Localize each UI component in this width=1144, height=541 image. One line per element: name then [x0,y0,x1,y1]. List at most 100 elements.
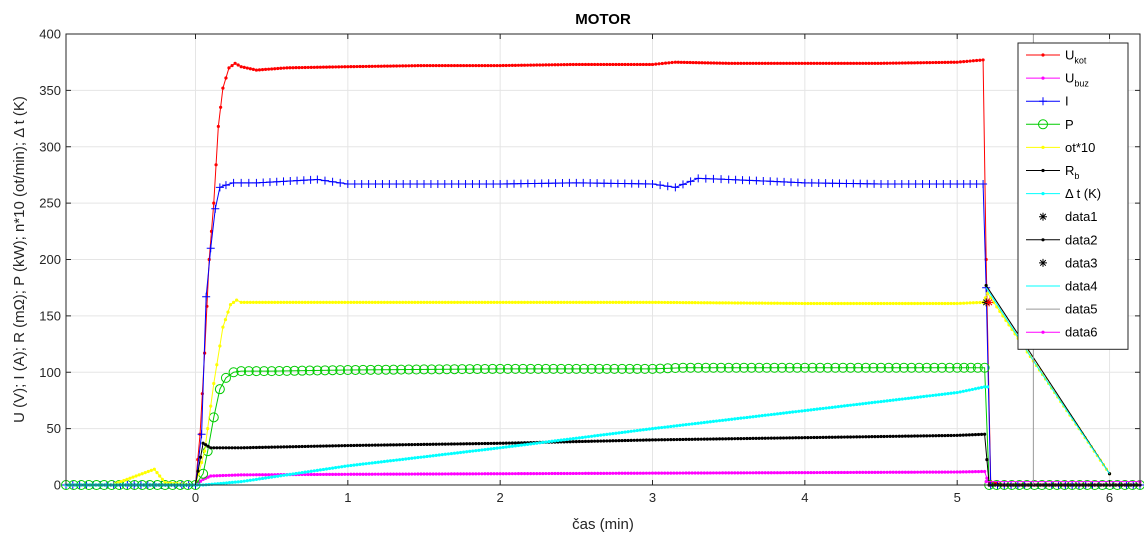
data-point [1041,192,1045,196]
data-point [952,391,956,395]
data-point [882,434,886,439]
data-point [309,472,313,477]
data-point [496,179,505,188]
data-point [827,301,831,306]
data-point [657,426,661,430]
data-point [694,174,703,183]
data-point [352,65,356,69]
data-point [361,443,365,447]
data-point [599,439,603,443]
data-point [962,301,966,305]
data-point [394,458,399,462]
data-point [440,472,444,476]
data-point [525,472,530,476]
data-point [681,423,685,427]
data-point [721,61,725,65]
data-point [437,300,441,304]
data-point [794,61,798,65]
data-point [501,300,505,304]
data-point [684,437,688,442]
series-data4 [985,287,1110,475]
data-point [583,62,588,67]
data-point [245,479,249,483]
data-point [376,300,380,304]
data-point [251,366,262,377]
data-point [979,362,990,373]
data-point [315,444,319,448]
data-point [644,438,649,442]
data-point [678,180,687,189]
data-point [702,301,706,305]
data-point [228,367,239,378]
data-point [885,399,889,403]
data-point [330,65,335,69]
data-point [318,65,323,69]
data-point [282,445,286,449]
data-point [684,300,688,305]
data-point [842,470,847,475]
data-point [778,301,783,305]
data-point [912,395,917,400]
data-point [589,439,594,443]
data-point [263,445,268,449]
data-point [443,472,447,476]
data-point [529,472,533,476]
data-point [327,365,338,376]
legend-item: Ubuz [1026,71,1089,89]
data-point [346,443,350,448]
data-point [757,414,761,418]
data-point [946,60,950,64]
data-point [270,445,274,449]
data-point [382,472,386,476]
data-point [413,472,417,476]
data-point [989,296,993,300]
data-point [876,61,880,65]
data-point [446,442,450,446]
data-point [589,434,594,438]
data-point [227,446,231,450]
data-point [379,460,383,464]
data-point [495,363,506,374]
data-point [431,63,435,68]
data-point [541,63,545,67]
y-tick-label: 50 [47,421,61,436]
data-point [245,66,249,70]
data-point [556,363,567,374]
data-point [690,471,694,475]
data-point [830,405,834,409]
data-point [251,445,255,450]
data-point [818,407,822,411]
data-point [708,301,713,305]
data-point [981,58,985,62]
data-point [681,300,685,305]
data-point [334,65,338,69]
data-point [489,179,498,188]
data-point [860,362,871,373]
data-point [959,362,970,373]
data-point [824,470,828,475]
data-point [873,301,877,306]
data-point [827,470,831,475]
data-point [934,434,938,438]
data-point [350,179,359,188]
data-point [320,176,329,185]
data-point [784,61,789,65]
data-point [492,446,496,451]
data-point [221,181,230,190]
data-point [535,300,539,304]
data-point [586,471,591,475]
data-point [858,301,862,306]
data-point [803,408,807,413]
data-point [428,63,432,68]
data-point [897,470,901,474]
data-point [267,475,271,480]
data-point [525,442,530,446]
data-point [382,64,386,68]
data-point [230,473,234,477]
data-point [364,179,373,188]
data-point [752,176,761,185]
data-point [915,470,920,474]
data-point [343,65,347,69]
data-point [864,301,868,306]
